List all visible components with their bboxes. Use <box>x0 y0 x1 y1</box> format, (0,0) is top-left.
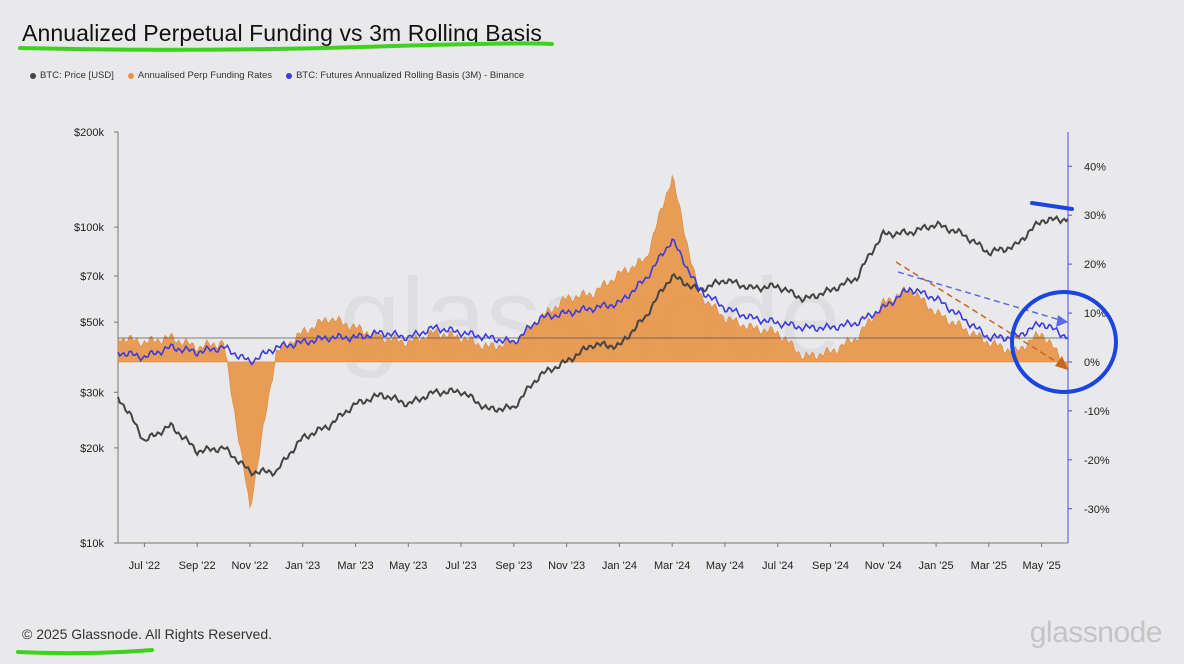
x-tick-label: May '23 <box>389 560 427 572</box>
x-tick-label: Sep '22 <box>179 560 216 572</box>
x-tick-label: Nov '24 <box>865 560 902 572</box>
legend-dot-price <box>30 72 36 79</box>
legend-label-price: BTC: Price [USD] <box>40 70 114 81</box>
x-tick-label: May '25 <box>1023 560 1061 572</box>
copyright-text: © 2025 Glassnode. All Rights Reserved. <box>22 626 273 642</box>
y-right-tick-label: 20% <box>1084 259 1106 271</box>
funding-trend-arrow <box>895 261 1061 365</box>
y-right-tick-label: 10% <box>1084 308 1106 320</box>
btc-price-line <box>117 215 1069 478</box>
x-tick-label: Jan '24 <box>602 560 637 572</box>
y-right-tick-label: -10% <box>1084 406 1110 418</box>
y-right-tick-label: -30% <box>1084 504 1110 516</box>
x-tick-label: Jul '24 <box>762 560 793 572</box>
x-tick-label: May '24 <box>706 560 744 572</box>
x-tick-label: Sep '23 <box>495 560 532 572</box>
legend-dot-basis <box>286 72 293 79</box>
futures-basis-line <box>117 238 1069 366</box>
x-tick-label: Mar '24 <box>654 560 690 572</box>
x-tick-label: Mar '23 <box>337 560 373 572</box>
basis-trend-arrowhead <box>1056 315 1068 327</box>
y-left-tick-label: $20k <box>80 443 104 455</box>
y-left-tick-label: $200k <box>74 127 104 139</box>
y-right-tick-label: -20% <box>1084 455 1110 467</box>
funding-rate-area <box>117 174 1069 508</box>
y-left-tick-label: $10k <box>80 538 104 550</box>
x-tick-label: Mar '25 <box>971 560 1007 572</box>
legend-label-funding: Annualised Perp Funding Rates <box>137 70 273 81</box>
y-right-tick-label: 0% <box>1084 357 1100 369</box>
x-tick-label: Jan '23 <box>285 560 320 572</box>
legend-item-basis[interactable]: BTC: Futures Annualized Rolling Basis (3… <box>286 70 524 81</box>
y-left-tick-label: $70k <box>80 271 104 283</box>
x-tick-label: Jul '23 <box>445 560 476 572</box>
legend-label-basis: BTC: Futures Annualized Rolling Basis (3… <box>296 70 525 81</box>
price-highlight-stroke <box>1030 201 1074 211</box>
y-right-tick-label: 30% <box>1084 210 1106 222</box>
y-left-tick-label: $50k <box>80 317 104 329</box>
legend-dot-funding <box>127 72 134 79</box>
funding-trend-arrowhead <box>1055 356 1068 370</box>
brand-logo-text: glassnode <box>1029 616 1163 649</box>
basis-trend-arrow <box>897 271 1061 321</box>
chart-legend: BTC: Price [USD] Annualised Perp Funding… <box>30 70 524 81</box>
legend-item-price[interactable]: BTC: Price [USD] <box>30 70 114 81</box>
x-tick-label: Nov '22 <box>231 560 268 572</box>
y-left-tick-label: $100k <box>74 222 104 234</box>
y-left-tick-label: $30k <box>80 387 104 399</box>
x-tick-label: Nov '23 <box>548 560 585 572</box>
x-tick-label: Sep '24 <box>812 560 849 572</box>
highlight-circle-annotation <box>1010 290 1118 394</box>
legend-item-funding[interactable]: Annualised Perp Funding Rates <box>127 70 273 81</box>
y-right-tick-label: 40% <box>1084 161 1106 173</box>
x-tick-label: Jul '22 <box>129 560 160 572</box>
x-tick-label: Jan '25 <box>918 560 953 572</box>
